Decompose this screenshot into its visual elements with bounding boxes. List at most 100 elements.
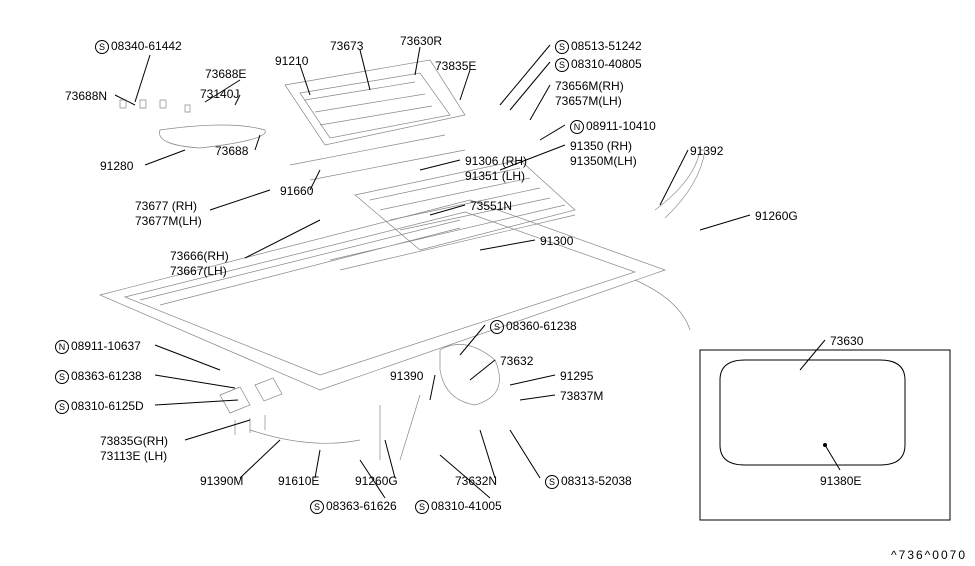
- inset-frame: [700, 350, 950, 520]
- label-text: 91306 (RH): [465, 154, 527, 168]
- label-text: 73667(LH): [170, 264, 227, 278]
- label-l20: 73688N: [65, 90, 107, 102]
- label-text: 91260G: [755, 209, 798, 223]
- label-l31: S08310-6125D: [55, 400, 144, 414]
- label-text: 91260G: [355, 474, 398, 488]
- label-text: 91390M: [200, 474, 243, 488]
- label-l1: S08340-61442: [95, 40, 182, 54]
- circle-S-icon: S: [55, 370, 69, 384]
- label-l40: S08313-52038: [545, 475, 632, 489]
- label-l35: 91610E: [278, 475, 319, 487]
- label-text: 08340-61442: [111, 39, 182, 53]
- label-l22: 91280: [100, 160, 133, 172]
- label-l4: 73673: [330, 40, 363, 52]
- leader-p40: [800, 340, 825, 370]
- leader-p16: [480, 240, 535, 250]
- leader-p39: [520, 395, 555, 400]
- circle-S-icon: S: [555, 58, 569, 72]
- label-l5: 73630R: [400, 35, 442, 47]
- label-text: 73688N: [65, 89, 107, 103]
- label-text: 08313-52038: [561, 474, 632, 488]
- leader-p34: [510, 430, 540, 478]
- label-text: 73630: [830, 334, 863, 348]
- leader-p12: [660, 150, 688, 205]
- label-l9: 73656M(RH): [555, 80, 624, 92]
- label-l21: 73140J: [200, 88, 239, 100]
- label-text: 73677M(LH): [135, 214, 202, 228]
- leader-p25: [155, 375, 235, 388]
- label-l24: 91660: [280, 185, 313, 197]
- label-text: 73673: [330, 39, 363, 53]
- label-l6: 73835E: [435, 60, 476, 72]
- label-l17: 91351 (LH): [465, 170, 525, 182]
- leader-p24: [155, 345, 220, 370]
- leader-p37: [470, 360, 495, 380]
- label-text: 08310-6125D: [71, 399, 144, 413]
- label-text: 91351 (LH): [465, 169, 525, 183]
- label-l18: 73551N: [470, 200, 512, 212]
- label-l19: 91300: [540, 235, 573, 247]
- label-text: 91610E: [278, 474, 319, 488]
- label-l32: 73835G(RH): [100, 435, 168, 447]
- label-text: 73666(RH): [170, 249, 229, 263]
- label-text: 73677 (RH): [135, 199, 197, 213]
- leader-p26: [155, 400, 238, 405]
- label-l10: 73657M(LH): [555, 95, 622, 107]
- label-l43: 73632: [500, 355, 533, 367]
- inset-panel: [700, 350, 950, 520]
- inset-glass-outline: [720, 360, 905, 465]
- label-text: 73837M: [560, 389, 603, 403]
- circle-S-icon: S: [490, 320, 504, 334]
- label-text: 08360-61238: [506, 319, 577, 333]
- label-text: 73688: [215, 144, 248, 158]
- label-l30: S08363-61238: [55, 370, 142, 384]
- leader-p38: [510, 375, 555, 385]
- label-l7: S08513-51242: [555, 40, 642, 54]
- label-l36: S08363-61626: [310, 500, 397, 514]
- circle-S-icon: S: [545, 475, 559, 489]
- leader-p28: [240, 440, 280, 478]
- label-text: 08911-10410: [586, 119, 656, 133]
- label-l14: 91392: [690, 145, 723, 157]
- label-text: 91295: [560, 369, 593, 383]
- leader-p33: [480, 430, 495, 478]
- label-text: 91280: [100, 159, 133, 173]
- label-text: 73632: [500, 354, 533, 368]
- leader-p19: [145, 150, 185, 165]
- label-l13: 91350M(LH): [570, 155, 637, 167]
- label-text: 73551N: [470, 199, 512, 213]
- leader-p6: [460, 70, 470, 100]
- label-text: 73630R: [400, 34, 442, 48]
- diagram-code: ^736^0070: [891, 548, 967, 562]
- circle-N-icon: N: [55, 340, 69, 354]
- label-l46: 73630: [830, 335, 863, 347]
- label-l42: S08360-61238: [490, 320, 577, 334]
- label-l47: 91380E: [820, 475, 861, 487]
- circle-S-icon: S: [310, 500, 324, 514]
- label-text: 91380E: [820, 474, 861, 488]
- label-l37: 91260G: [355, 475, 398, 487]
- leader-p7: [500, 45, 550, 105]
- label-text: 73688E: [205, 67, 246, 81]
- leader-p31: [385, 440, 395, 478]
- label-l26: 73677M(LH): [135, 215, 202, 227]
- leader-p17: [115, 95, 135, 105]
- label-text: 91660: [280, 184, 313, 198]
- label-text: 08911-10637: [71, 339, 141, 353]
- leader-p10: [540, 125, 565, 140]
- leader-p3: [300, 65, 310, 95]
- label-l44: 91295: [560, 370, 593, 382]
- label-l45: 73837M: [560, 390, 603, 402]
- leader-p23: [245, 220, 320, 258]
- circle-S-icon: S: [95, 40, 109, 54]
- circle-N-icon: N: [570, 120, 584, 134]
- label-l29: N08911-10637: [55, 340, 141, 354]
- circle-S-icon: S: [55, 400, 69, 414]
- label-l27: 73666(RH): [170, 250, 229, 262]
- label-text: 91210: [275, 54, 308, 68]
- circle-S-icon: S: [555, 40, 569, 54]
- label-l41: 91390: [390, 370, 423, 382]
- label-l28: 73667(LH): [170, 265, 227, 277]
- leader-p14: [420, 160, 460, 170]
- label-l12: 91350 (RH): [570, 140, 632, 152]
